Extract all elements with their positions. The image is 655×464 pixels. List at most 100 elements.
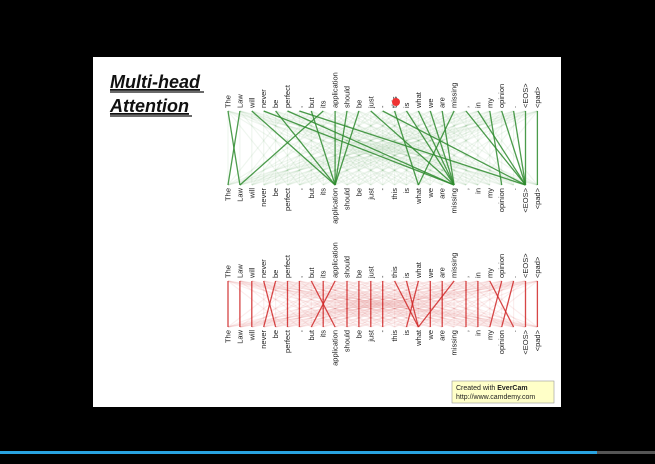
progress-rest	[597, 451, 655, 454]
attention-line-faint	[299, 110, 538, 186]
token-top: will	[247, 97, 256, 109]
token-top: its	[319, 270, 328, 278]
attention-line	[441, 110, 455, 186]
token-top: be	[271, 270, 280, 278]
attention-line-faint	[275, 110, 455, 186]
token-top: will	[247, 267, 256, 279]
attention-line-faint	[227, 280, 288, 328]
attention-line	[227, 110, 241, 186]
token-bottom: never	[259, 188, 268, 207]
attention-line-faint	[394, 110, 514, 186]
attention-line-faint	[382, 280, 443, 328]
attention-line-faint	[287, 280, 526, 328]
attention-line-faint	[287, 280, 348, 328]
token-bottom: its	[319, 188, 328, 196]
watermark-url: http://www.camdemy.com	[456, 394, 535, 401]
token-bottom: The	[224, 188, 233, 201]
attention-line-faint	[251, 110, 372, 186]
attention-line-faint	[346, 280, 467, 328]
attention-line	[382, 110, 526, 186]
attention-line-faint	[322, 110, 502, 186]
attention-line-faint	[370, 110, 491, 186]
attention-line-faint	[465, 110, 526, 186]
attention-line-faint	[453, 110, 515, 186]
attention-line-faint	[418, 110, 538, 186]
attention-line-faint	[346, 110, 526, 186]
attention-line-faint	[287, 110, 348, 186]
attention-line-faint	[275, 280, 336, 328]
attention-line-faint	[358, 280, 419, 328]
token-top: my	[485, 268, 494, 278]
attention-line-faint	[239, 110, 419, 186]
attention-line-faint	[406, 280, 467, 328]
token-bottom: be	[271, 330, 280, 338]
attention-line-faint	[263, 110, 443, 186]
token-bottom: -	[378, 188, 387, 191]
attention-line-faint	[263, 110, 324, 186]
attention-line-faint	[346, 280, 407, 328]
token-bottom: what	[414, 187, 423, 205]
token-top: but	[307, 267, 316, 278]
attention-line-faint	[251, 110, 431, 186]
attention-line-faint	[227, 280, 407, 328]
attention-line-faint	[453, 280, 514, 328]
token-bottom: is	[402, 330, 411, 336]
attention-line-faint	[334, 280, 455, 328]
attention-line-faint	[251, 280, 431, 328]
attention-line-faint	[429, 280, 491, 328]
attention-line-faint	[370, 110, 431, 186]
attention-line-faint	[441, 110, 503, 186]
token-top: opinion	[497, 84, 506, 108]
attention-line-faint	[310, 280, 372, 328]
attention-line-faint	[322, 110, 443, 186]
token-top: but	[307, 97, 316, 108]
attention-line-faint	[358, 280, 538, 328]
attention-line	[263, 110, 455, 186]
token-bottom: are	[438, 330, 447, 341]
attention-line-faint	[275, 110, 395, 186]
attention-line-faint	[287, 280, 407, 328]
attention-line-faint	[299, 110, 419, 186]
attention-line-faint	[275, 110, 336, 186]
attention-line-faint	[299, 280, 479, 328]
attention-line-faint	[346, 110, 407, 186]
token-top: application	[331, 242, 340, 278]
token-top: this	[390, 266, 399, 278]
token-bottom: be	[354, 330, 363, 338]
attention-line-faint	[346, 280, 526, 328]
attention-line-faint	[227, 280, 526, 328]
token-bottom: we	[426, 188, 435, 199]
attention-line-faint	[406, 110, 526, 186]
token-top: in	[473, 272, 482, 278]
attention-line	[489, 280, 515, 328]
watermark-text: Created with EverCam	[456, 385, 528, 392]
attention-line-faint	[239, 280, 538, 328]
token-bottom: what	[414, 329, 423, 347]
attention-line	[489, 110, 503, 186]
token-bottom: should	[343, 188, 352, 210]
attention-line-faint	[239, 110, 360, 186]
token-bottom: perfect	[283, 329, 292, 353]
attention-line	[239, 110, 324, 186]
attention-line-faint	[358, 110, 479, 186]
token-bottom: <EOS>	[521, 187, 530, 212]
attention-line-faint	[287, 280, 467, 328]
attention-line-faint	[227, 280, 288, 328]
attention-line-faint	[263, 280, 383, 328]
attention-line	[263, 280, 277, 328]
token-bottom: -	[378, 330, 387, 333]
attention-line-faint	[299, 280, 538, 328]
attention-line-faint	[346, 110, 467, 186]
attention-line-faint	[239, 280, 479, 328]
attention-line-faint	[382, 110, 503, 186]
attention-line-faint	[239, 280, 300, 328]
attention-line-faint	[358, 110, 419, 186]
attention-red: TheTheLawLawwillwillneverneverbebeperfec…	[224, 242, 542, 366]
token-top: <EOS>	[521, 253, 530, 278]
token-bottom: in	[473, 188, 482, 194]
token-top: is	[402, 272, 411, 278]
token-top: ,	[462, 276, 471, 278]
token-bottom: <pad>	[533, 187, 542, 209]
attention-line-faint	[418, 280, 479, 328]
